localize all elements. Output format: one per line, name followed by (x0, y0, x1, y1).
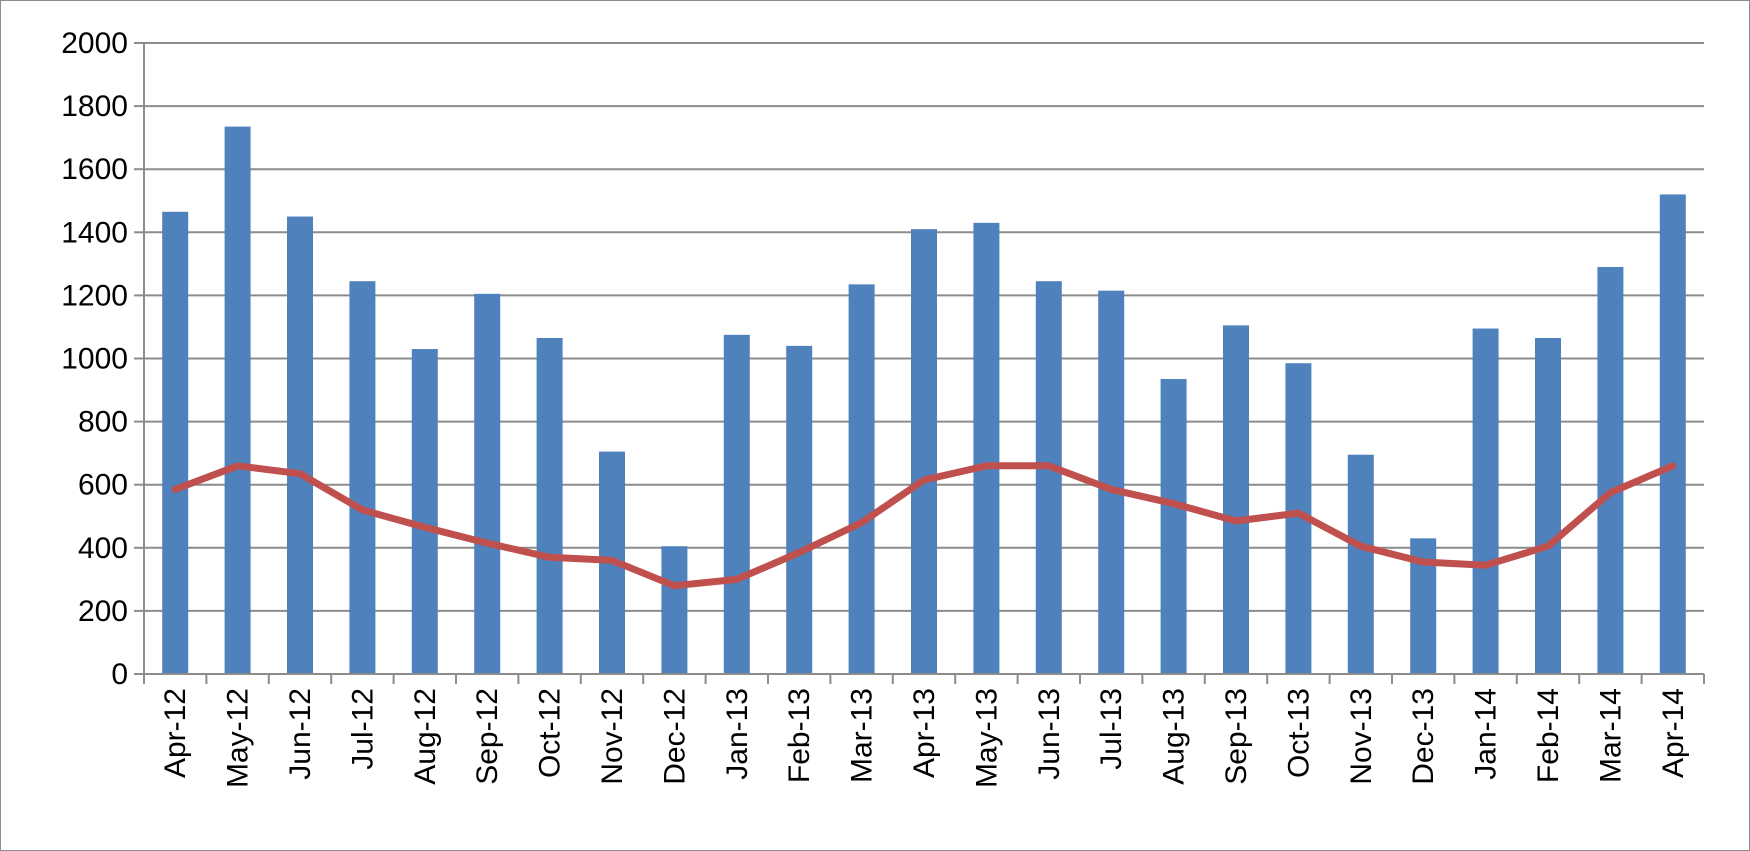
x-tick-label: Jan-14 (1470, 688, 1503, 780)
bar-Jan-13 (723, 334, 750, 674)
x-tick-label: Aug-12 (409, 688, 442, 785)
axes (134, 42, 1705, 684)
bar-Oct-12 (536, 337, 563, 674)
bar-Sep-12 (474, 293, 501, 674)
x-tick-label: Feb-14 (1532, 688, 1565, 783)
y-tick-label: 1600 (61, 153, 128, 186)
bar-Sep-13 (1223, 325, 1249, 674)
x-tick-label: Nov-12 (596, 688, 629, 785)
bar-series (162, 126, 1686, 675)
y-tick-label: 1800 (61, 90, 128, 123)
bar-Apr-13 (911, 229, 937, 674)
x-tick-label: Oct-13 (1282, 688, 1315, 778)
x-tick-label: Jul-13 (1095, 688, 1128, 770)
x-tick-label: Feb-13 (783, 688, 816, 783)
y-tick-label: 400 (78, 532, 128, 565)
bar-Jul-12 (349, 281, 376, 674)
x-tick-label: Sep-12 (471, 688, 504, 785)
trend-line (171, 462, 1677, 590)
y-tick-label: 600 (78, 469, 128, 502)
x-tick-label: Apr-12 (159, 688, 192, 778)
x-tick-labels: Apr-12 May-12 Jun-12 Jul-12 Aug-12 Sep-12 Oct-… (159, 688, 1690, 788)
bar-Dec-12 (661, 546, 688, 674)
x-tick-label: Jan-13 (721, 688, 754, 780)
y-tick-labels: 0 200 400 600 800 1000 1200 1400 1600 1800 2000 (61, 27, 128, 691)
x-tick-label: Sep-13 (1220, 688, 1253, 785)
x-tick-label: Apr-13 (908, 688, 941, 778)
bar-Feb-14 (1535, 337, 1561, 674)
x-tick-label: Jul-12 (346, 688, 379, 770)
line-series (171, 462, 1677, 590)
y-tick-label: 1400 (61, 216, 128, 249)
bar-Apr-14 (1659, 194, 1686, 674)
bar-May-13 (973, 222, 1000, 674)
x-tick-label: May-13 (970, 688, 1003, 788)
bar-May-12 (224, 126, 251, 675)
x-tick-label: Apr-14 (1657, 688, 1690, 778)
y-tick-label: 200 (78, 595, 128, 628)
bar-Jan-14 (1472, 328, 1499, 674)
x-tick-label: Mar-13 (846, 688, 879, 783)
bar-Aug-12 (411, 349, 438, 674)
bar-Jul-13 (1098, 290, 1125, 674)
bar-Apr-12 (162, 211, 189, 675)
y-tick-label: 2000 (61, 27, 128, 60)
bar-Nov-13 (1347, 454, 1374, 674)
y-tick-label: 800 (78, 406, 128, 439)
x-tick-label: Jun-13 (1033, 688, 1066, 780)
x-tick-label: Dec-13 (1407, 688, 1440, 785)
x-tick-label: Jun-12 (284, 688, 317, 780)
x-tick-label: May-12 (222, 688, 255, 788)
x-tick-label: Nov-13 (1345, 688, 1378, 785)
bar-Aug-13 (1160, 379, 1187, 674)
y-tick-label: 1000 (61, 343, 128, 376)
x-tick-label: Mar-14 (1594, 688, 1627, 783)
bar-Mar-14 (1597, 267, 1624, 674)
bar-Jun-13 (1035, 281, 1062, 674)
y-tick-label: 1200 (61, 279, 128, 312)
bar-Mar-13 (848, 284, 875, 674)
x-tick-label: Oct-12 (534, 688, 567, 778)
x-tick-label: Aug-13 (1158, 688, 1191, 785)
bar-Jun-12 (287, 216, 313, 674)
bar-Feb-13 (786, 345, 813, 674)
y-tick-label: 0 (111, 658, 128, 691)
x-tick-label: Dec-12 (658, 688, 691, 785)
